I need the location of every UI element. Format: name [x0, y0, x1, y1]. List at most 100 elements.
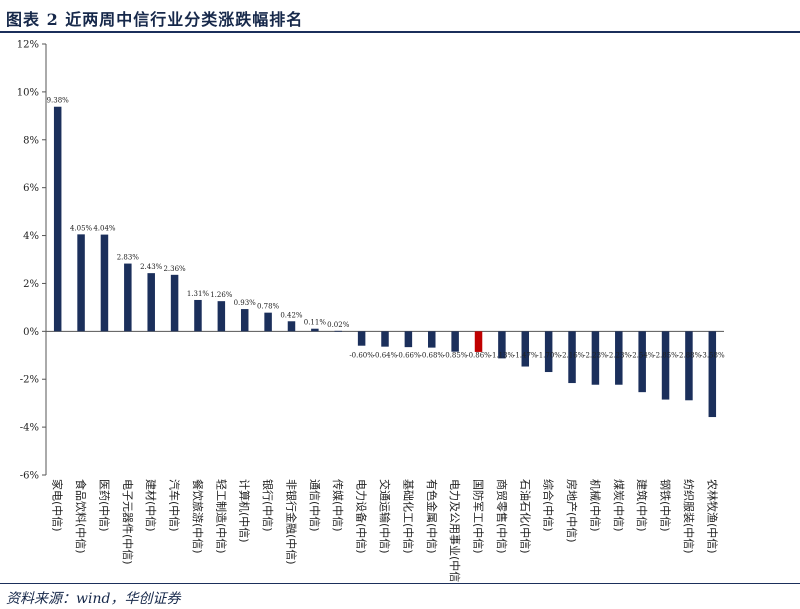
- category-label: 农林牧渔(中信): [705, 479, 719, 554]
- bar: [311, 328, 319, 332]
- category-label: 计算机(中信): [238, 479, 252, 543]
- category-label: 电子元器件(中信): [121, 479, 134, 565]
- bar: [451, 331, 459, 352]
- category-label: 钢铁(中信): [659, 479, 672, 532]
- data-label: -2.54%: [630, 351, 655, 359]
- data-label: 1.31%: [187, 290, 210, 298]
- category-label: 医药(中信): [97, 479, 110, 532]
- bar: [404, 331, 413, 348]
- data-label: 2.36%: [163, 265, 186, 273]
- category-label: 商贸零售(中信): [495, 479, 509, 554]
- category-label: 石油石化(中信): [518, 479, 532, 554]
- data-label: 4.04%: [93, 225, 116, 233]
- bar: [194, 299, 202, 332]
- category-label: 轻工制造(中信): [214, 479, 228, 554]
- data-label: 2.43%: [140, 263, 163, 271]
- chart-bars: [53, 106, 717, 418]
- bar: [474, 331, 483, 352]
- y-tick-label: 10%: [17, 87, 39, 98]
- bar: [170, 274, 179, 332]
- y-tick-label: 0%: [23, 327, 39, 338]
- bar: [615, 331, 623, 385]
- category-label: 非银行金融(中信): [284, 479, 298, 565]
- bar: [428, 331, 436, 348]
- bar: [287, 321, 296, 332]
- data-label: 4.05%: [70, 224, 93, 232]
- y-tick-label: -2%: [20, 375, 39, 386]
- data-label: -2.88%: [677, 351, 702, 359]
- bar: [124, 263, 132, 332]
- y-tick-label: 12%: [17, 40, 39, 51]
- footer-rule: [0, 583, 800, 584]
- data-label: -1.70%: [536, 351, 561, 359]
- category-label: 房地产(中信): [565, 479, 579, 543]
- chart-axes: -6% -4% -2% 0% 2% 4% 6% 8% 10% 12%: [17, 40, 724, 482]
- bar: [661, 331, 670, 400]
- bar: [240, 309, 249, 332]
- category-label: 电力设备(中信): [355, 479, 369, 554]
- y-tick-label: 6%: [23, 183, 39, 194]
- category-label: 煤炭(中信): [612, 479, 625, 532]
- bar: [264, 312, 272, 332]
- data-label: 0.42%: [280, 311, 303, 319]
- data-label: 0.02%: [327, 321, 350, 329]
- figure-header: 图表 2 近两周中信行业分类涨跌幅排名: [0, 0, 800, 34]
- category-label: 传媒(中信): [331, 479, 344, 532]
- data-label: 2.83%: [117, 254, 140, 262]
- y-tick-label: 4%: [23, 231, 39, 242]
- bar: [100, 234, 109, 332]
- bar: [638, 331, 646, 393]
- bar: [334, 330, 342, 332]
- data-label: -2.85%: [653, 351, 678, 359]
- source-note: 资料来源：wind，华创证券: [6, 591, 181, 607]
- data-label: -0.60%: [349, 351, 374, 359]
- header-rule: [0, 31, 800, 33]
- category-label: 家电(中信): [51, 479, 65, 532]
- data-label: 0.78%: [257, 303, 280, 311]
- bar: [685, 331, 693, 401]
- bar: [217, 301, 226, 332]
- data-label: -2.23%: [606, 351, 631, 359]
- bar: [77, 234, 85, 332]
- category-label: 综合(中信): [542, 479, 556, 532]
- category-label: 建材(中信): [144, 479, 158, 532]
- category-label: 通信(中信): [308, 479, 321, 532]
- category-label: 国防军工(中信): [472, 479, 486, 554]
- data-label: 0.93%: [234, 299, 257, 307]
- bar: [544, 331, 553, 373]
- bar-chart: -6% -4% -2% 0% 2% 4% 6% 8% 10% 12% 9.38% 家电(中信) 4.0…: [17, 40, 725, 583]
- category-label: 汽车(中信): [168, 479, 182, 532]
- bar: [568, 331, 576, 384]
- data-label: -0.85%: [443, 351, 468, 359]
- category-label: 纺织服装(中信): [682, 479, 696, 554]
- y-tick-label: 2%: [23, 279, 39, 290]
- bar: [521, 331, 530, 367]
- y-tick-label: -6%: [20, 471, 39, 482]
- bar: [53, 106, 62, 332]
- data-label: -3.58%: [700, 351, 725, 359]
- bar: [708, 331, 717, 418]
- data-label: -0.86%: [466, 351, 491, 359]
- category-label: 机械(中信): [588, 479, 602, 532]
- category-label: 有色金属(中信): [425, 479, 439, 554]
- category-label: 餐饮旅游(中信): [191, 479, 205, 554]
- data-label: 0.11%: [304, 319, 327, 327]
- bar: [591, 331, 600, 385]
- bar: [357, 331, 366, 346]
- data-label: -1.13%: [490, 351, 515, 359]
- category-label: 银行(中信): [261, 479, 275, 532]
- category-label: 交通运输(中信): [378, 479, 392, 554]
- category-label: 基础化工(中信): [401, 479, 415, 554]
- bar: [381, 331, 389, 347]
- y-tick-label: 8%: [23, 135, 39, 146]
- data-label: -1.47%: [513, 351, 538, 359]
- data-label: -0.68%: [419, 351, 444, 359]
- data-label: -0.66%: [396, 351, 421, 359]
- category-label: 建筑(中信): [635, 479, 649, 532]
- chart-labels: 9.38% 家电(中信) 4.05% 食品饮料(中信) 4.04% 医药(中信) 2.83%…: [47, 97, 725, 582]
- data-label: -2.16%: [560, 351, 585, 359]
- bar: [498, 331, 506, 359]
- figure-title: 图表 2 近两周中信行业分类涨跌幅排名: [6, 10, 304, 29]
- category-label: 食品饮料(中信): [74, 479, 88, 554]
- category-label: 电力及公用事业(中信): [448, 479, 461, 582]
